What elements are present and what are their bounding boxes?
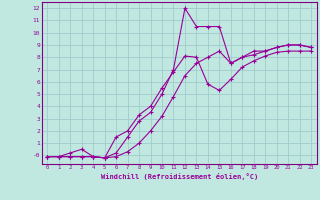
X-axis label: Windchill (Refroidissement éolien,°C): Windchill (Refroidissement éolien,°C) <box>100 173 258 180</box>
